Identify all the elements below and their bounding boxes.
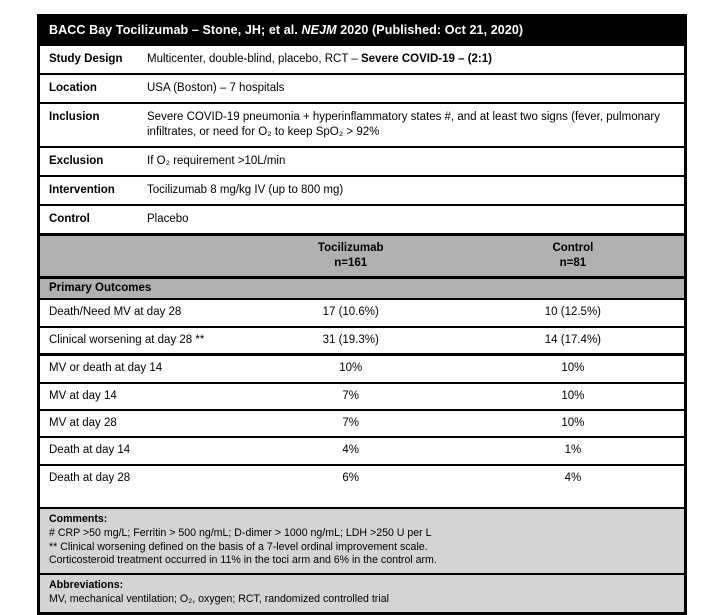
info-row-inclusion: Inclusion Severe COVID-19 pneumonia + hy… bbox=[40, 104, 684, 148]
comment-line: # CRP >50 mg/L; Ferritin > 500 ng/mL; D-… bbox=[49, 526, 432, 539]
info-row-location: Location USA (Boston) – 7 hospitals bbox=[40, 75, 684, 104]
info-value-bold-text: Severe COVID-19 – (2:1) bbox=[360, 53, 492, 65]
outcome-row-mv-day14: MV at day 14 7% 10% bbox=[40, 384, 684, 411]
primary-outcomes-band: Primary Outcomes bbox=[40, 279, 684, 301]
study-title-pre: BACC Bay Tocilizumab – Stone, JH; et al. bbox=[49, 23, 302, 37]
outcome-row-death-day14: Death at day 14 4% 1% bbox=[40, 438, 684, 466]
info-row-study-design: Study Design Multicenter, double-blind, … bbox=[40, 46, 684, 75]
outcome-value-tocilizumab: 10% bbox=[339, 362, 363, 375]
outcome-value-control: 10 (12.5%) bbox=[544, 306, 602, 319]
study-summary-card: BACC Bay Tocilizumab – Stone, JH; et al.… bbox=[37, 14, 687, 615]
outcome-value-control: 10% bbox=[561, 389, 585, 402]
outcome-value-control: 14 (17.4%) bbox=[544, 333, 602, 346]
outcome-value-control: 4% bbox=[564, 471, 582, 484]
outcome-value-tocilizumab: 7% bbox=[342, 416, 360, 429]
group-name: Control bbox=[552, 241, 594, 254]
title-bar: BACC Bay Tocilizumab – Stone, JH; et al.… bbox=[40, 17, 684, 46]
abbreviations-heading: Abbreviations: bbox=[49, 579, 124, 592]
abbreviations-section: Abbreviations: MV, mechanical ventilatio… bbox=[40, 575, 684, 612]
outcome-value-tocilizumab: 6% bbox=[342, 471, 360, 484]
outcome-value-tocilizumab: 17 (10.6%) bbox=[322, 306, 379, 319]
outcome-row-death-need-mv-day28: Death/Need MV at day 28 17 (10.6%) 10 (1… bbox=[40, 300, 684, 328]
abbreviations-text: MV, mechanical ventilation; O₂, oxygen; … bbox=[49, 592, 389, 605]
group-col-control: Control n=81 bbox=[462, 241, 684, 271]
info-label: Intervention bbox=[49, 183, 115, 196]
info-value: USA (Boston) – 7 hospitals bbox=[147, 81, 285, 94]
outcome-label: Death/Need MV at day 28 bbox=[49, 306, 182, 319]
group-header-spacer bbox=[40, 241, 240, 271]
info-label: Inclusion bbox=[49, 110, 100, 123]
info-value: Multicenter, double-blind, placebo, RCT … bbox=[145, 52, 675, 67]
outcome-value-tocilizumab: 7% bbox=[342, 389, 360, 402]
outcome-value-control: 10% bbox=[561, 362, 585, 375]
outcome-label: MV at day 14 bbox=[49, 389, 117, 402]
info-label: Exclusion bbox=[49, 154, 104, 167]
outcome-row-mv-day28: MV at day 28 7% 10% bbox=[40, 411, 684, 439]
info-row-intervention: Intervention Tocilizumab 8 mg/kg IV (up … bbox=[40, 177, 684, 206]
outcome-row-clinical-worsening-day28: Clinical worsening at day 28 ** 31 (19.3… bbox=[40, 328, 684, 357]
outcome-value-control: 10% bbox=[561, 416, 585, 429]
info-label: Location bbox=[49, 81, 97, 94]
outcome-value-tocilizumab: 31 (19.3%) bbox=[322, 333, 379, 346]
info-row-control: Control Placebo bbox=[40, 206, 684, 236]
outcome-row-mv-or-death-day14: MV or death at day 14 10% 10% bbox=[40, 356, 684, 384]
study-title-post: 2020 (Published: Oct 21, 2020) bbox=[336, 23, 524, 37]
info-row-exclusion: Exclusion If O₂ requirement >10L/min bbox=[40, 148, 684, 177]
comment-line: ** Clinical worsening defined on the bas… bbox=[49, 540, 428, 553]
group-n: n=81 bbox=[559, 256, 587, 269]
page: { "title": { "pre": "BACC Bay Tocilizuma… bbox=[37, 14, 687, 615]
outcome-value-tocilizumab: 4% bbox=[342, 444, 360, 457]
outcome-label: Death at day 14 bbox=[49, 444, 131, 457]
outcome-row-death-day28: Death at day 28 6% 4% bbox=[40, 466, 684, 510]
study-title-journal: NEJM bbox=[301, 23, 337, 37]
outcome-label: MV or death at day 14 bbox=[49, 362, 163, 375]
info-value-text: Multicenter, double-blind, placebo, RCT … bbox=[147, 53, 361, 65]
comments-section: Comments: # CRP >50 mg/L; Ferritin > 500… bbox=[40, 509, 684, 576]
info-label: Study Design bbox=[49, 53, 123, 65]
info-label: Control bbox=[49, 212, 90, 225]
info-value: Placebo bbox=[147, 212, 189, 225]
group-name: Tocilizumab bbox=[317, 241, 384, 254]
info-value: Severe COVID-19 pneumonia + hyperinflamm… bbox=[147, 110, 660, 138]
group-n: n=161 bbox=[334, 256, 368, 269]
outcome-label: MV at day 28 bbox=[49, 416, 117, 429]
info-value: Tocilizumab 8 mg/kg IV (up to 800 mg) bbox=[147, 183, 344, 196]
outcome-value-control: 1% bbox=[564, 444, 582, 457]
info-value: If O₂ requirement >10L/min bbox=[147, 154, 286, 167]
group-col-tocilizumab: Tocilizumab n=161 bbox=[240, 241, 462, 271]
comment-line: Corticosteroid treatment occurred in 11%… bbox=[49, 554, 437, 567]
comments-heading: Comments: bbox=[49, 513, 108, 526]
outcome-label: Clinical worsening at day 28 ** bbox=[49, 333, 205, 346]
group-header-row: Tocilizumab n=161 Control n=81 bbox=[40, 235, 684, 280]
outcome-label: Death at day 28 bbox=[49, 471, 131, 484]
